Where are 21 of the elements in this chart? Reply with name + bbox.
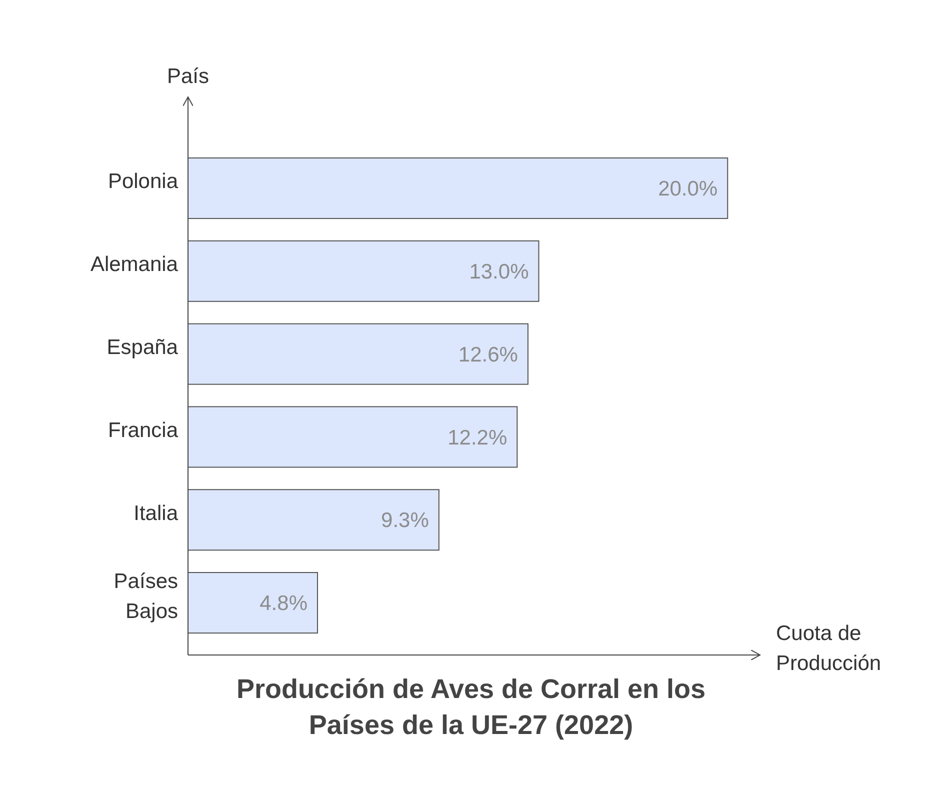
- x-axis-title: Cuota de Producción: [776, 622, 882, 675]
- bar: [188, 406, 518, 468]
- y-axis-title: País: [166, 65, 210, 88]
- bar: [188, 489, 440, 551]
- data-label: 4.8%: [260, 592, 308, 616]
- y-tick-label: Países Bajos: [114, 570, 178, 623]
- bar: [188, 157, 728, 219]
- text: Producción de Aves de Corral en los Países de la UE-27 (2022): [236, 674, 706, 740]
- y-tick-label: Polonia: [108, 170, 178, 194]
- y-tick-label: Alemania: [90, 253, 178, 276]
- data-label: 12.2%: [448, 426, 508, 450]
- data-label: 13.0%: [469, 260, 529, 284]
- y-tick-label: España: [106, 336, 178, 360]
- y-tick-label: Francia: [108, 418, 178, 442]
- bar: [188, 572, 318, 634]
- data-label: 12.6%: [458, 343, 518, 366]
- data-label: 20.0%: [658, 178, 718, 201]
- y-tick-label: Italia: [134, 502, 178, 525]
- data-label: 9.3%: [381, 509, 429, 532]
- bar: [188, 240, 540, 302]
- bar: [188, 323, 528, 385]
